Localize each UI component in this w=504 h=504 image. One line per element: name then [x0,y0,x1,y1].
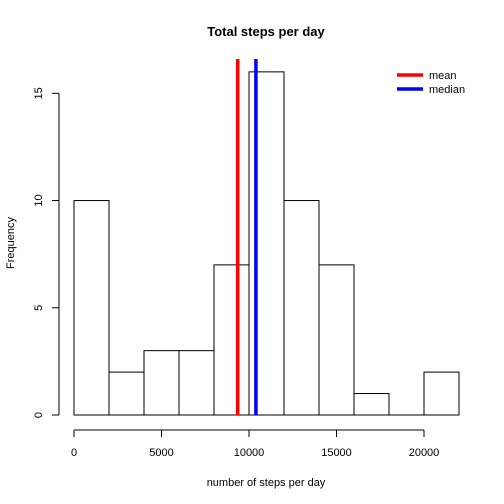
x-axis: 0 5000 10000 15000 20000 [71,429,440,459]
bar-6 [283,200,320,416]
y-tick-label: 0 [33,412,45,418]
x-tick-label: 0 [71,447,77,459]
bar-1 [108,371,145,416]
y-axis: 0 5 10 15 [33,87,60,418]
x-tick-label: 20000 [409,447,440,459]
x-tick-label: 10000 [234,447,265,459]
bar-3 [178,350,215,416]
x-tick-label: 15000 [321,447,352,459]
bar-10 [423,371,460,416]
reference-lines [235,59,258,415]
bar-0 [73,200,110,416]
y-tick-label: 5 [33,305,45,311]
y-tick-label: 15 [33,87,45,99]
bar-2 [143,350,180,416]
x-tick-label: 5000 [149,447,173,459]
bars-group [73,71,460,416]
y-tick-label: 10 [33,194,45,206]
bar-7 [318,264,355,416]
bar-4 [213,264,250,416]
legend-label-mean: mean [429,70,457,82]
chart-title: Total steps per day [207,24,325,39]
legend: mean median [397,70,465,96]
y-axis-label: Frequency [5,217,17,269]
legend-label-median: median [429,84,465,96]
bar-8 [353,393,390,416]
x-axis-label: number of steps per day [207,477,326,489]
